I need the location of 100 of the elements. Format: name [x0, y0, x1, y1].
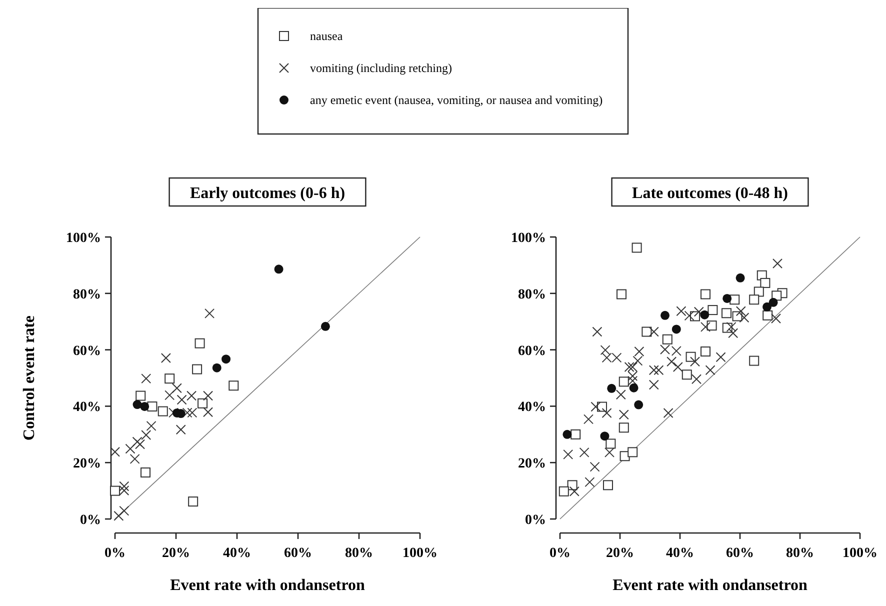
point: [736, 306, 746, 316]
point: [119, 486, 130, 496]
point: [632, 242, 642, 253]
point: [694, 306, 704, 317]
point: [119, 481, 130, 492]
point: [686, 352, 696, 362]
y-tick-label: 40%: [73, 400, 101, 416]
point: [760, 278, 770, 288]
point: [187, 408, 198, 418]
point: [584, 477, 595, 488]
point: [676, 306, 686, 316]
point: [558, 486, 569, 496]
point: [172, 383, 182, 394]
point: [590, 462, 600, 472]
point: [772, 258, 782, 269]
point: [648, 365, 659, 376]
point: [700, 289, 710, 300]
point: [604, 447, 614, 458]
point: [730, 294, 740, 305]
y-tick-label: 0%: [80, 513, 101, 528]
point: [690, 356, 700, 367]
point: [600, 432, 610, 441]
point: [736, 273, 745, 282]
legend-label: nausea: [310, 29, 344, 43]
point: [660, 310, 670, 320]
point: [672, 324, 681, 334]
x-tick-label: 60%: [284, 546, 312, 561]
x-tick-label: 40%: [223, 546, 251, 561]
point: [739, 312, 750, 323]
point: [204, 308, 215, 318]
point: [274, 264, 284, 274]
point: [754, 286, 764, 297]
point: [722, 294, 732, 303]
point: [762, 310, 773, 320]
point: [141, 430, 152, 440]
point: [158, 406, 168, 416]
x-tick-label: 20%: [606, 546, 634, 561]
point: [632, 356, 643, 366]
x-tick-label: 60%: [726, 546, 754, 561]
point: [722, 308, 732, 318]
x-tick-label: 80%: [786, 546, 814, 561]
point: [141, 374, 152, 384]
point: [176, 394, 187, 405]
point: [768, 298, 778, 307]
chart-title: Early outcomes (0-6 h): [190, 185, 346, 202]
point: [164, 390, 175, 400]
x-tick-label: 40%: [666, 546, 694, 561]
point: [584, 414, 594, 424]
point: [570, 429, 581, 440]
point: [160, 352, 171, 363]
point: [198, 398, 208, 408]
legend-label: any emetic event (nausea, vomiting, or nausea and vomiting): [310, 93, 603, 107]
x-axis-title: Event rate with ondansetron: [612, 577, 808, 594]
point: [110, 486, 120, 496]
point: [140, 467, 150, 478]
y-tick-label: 60%: [73, 344, 101, 359]
point: [705, 365, 716, 376]
point: [192, 364, 202, 374]
point: [749, 294, 760, 305]
point: [666, 356, 677, 367]
point: [135, 439, 146, 450]
point: [700, 310, 710, 320]
point: [188, 496, 198, 507]
point: [700, 322, 710, 332]
point: [132, 436, 142, 447]
y-tick-label: 100%: [66, 231, 101, 246]
point: [606, 438, 616, 449]
point: [634, 400, 644, 410]
point: [726, 322, 736, 332]
point: [563, 449, 574, 460]
point: [600, 345, 610, 356]
y-axis-title: Control event rate: [21, 316, 38, 440]
point: [579, 447, 590, 458]
point: [682, 370, 692, 380]
point: [662, 334, 672, 344]
point: [176, 424, 186, 435]
point: [616, 289, 626, 300]
point: [607, 384, 616, 393]
point: [203, 390, 214, 401]
point: [672, 362, 683, 372]
point: [140, 402, 150, 411]
point: [130, 454, 140, 464]
point: [562, 430, 572, 439]
point: [603, 480, 613, 490]
point: [164, 374, 175, 384]
point: [708, 305, 718, 316]
x-tick-label: 20%: [162, 546, 190, 561]
point: [749, 356, 760, 366]
point: [648, 380, 659, 390]
point: [618, 422, 629, 433]
y-tick-label: 100%: [511, 231, 546, 246]
point: [628, 447, 638, 458]
y-tick-label: 80%: [73, 287, 101, 302]
point: [634, 346, 644, 356]
point: [706, 320, 717, 331]
point: [684, 310, 694, 321]
x-tick-label: 100%: [842, 546, 878, 561]
point: [628, 376, 638, 386]
point: [228, 380, 239, 391]
point: [569, 486, 580, 496]
